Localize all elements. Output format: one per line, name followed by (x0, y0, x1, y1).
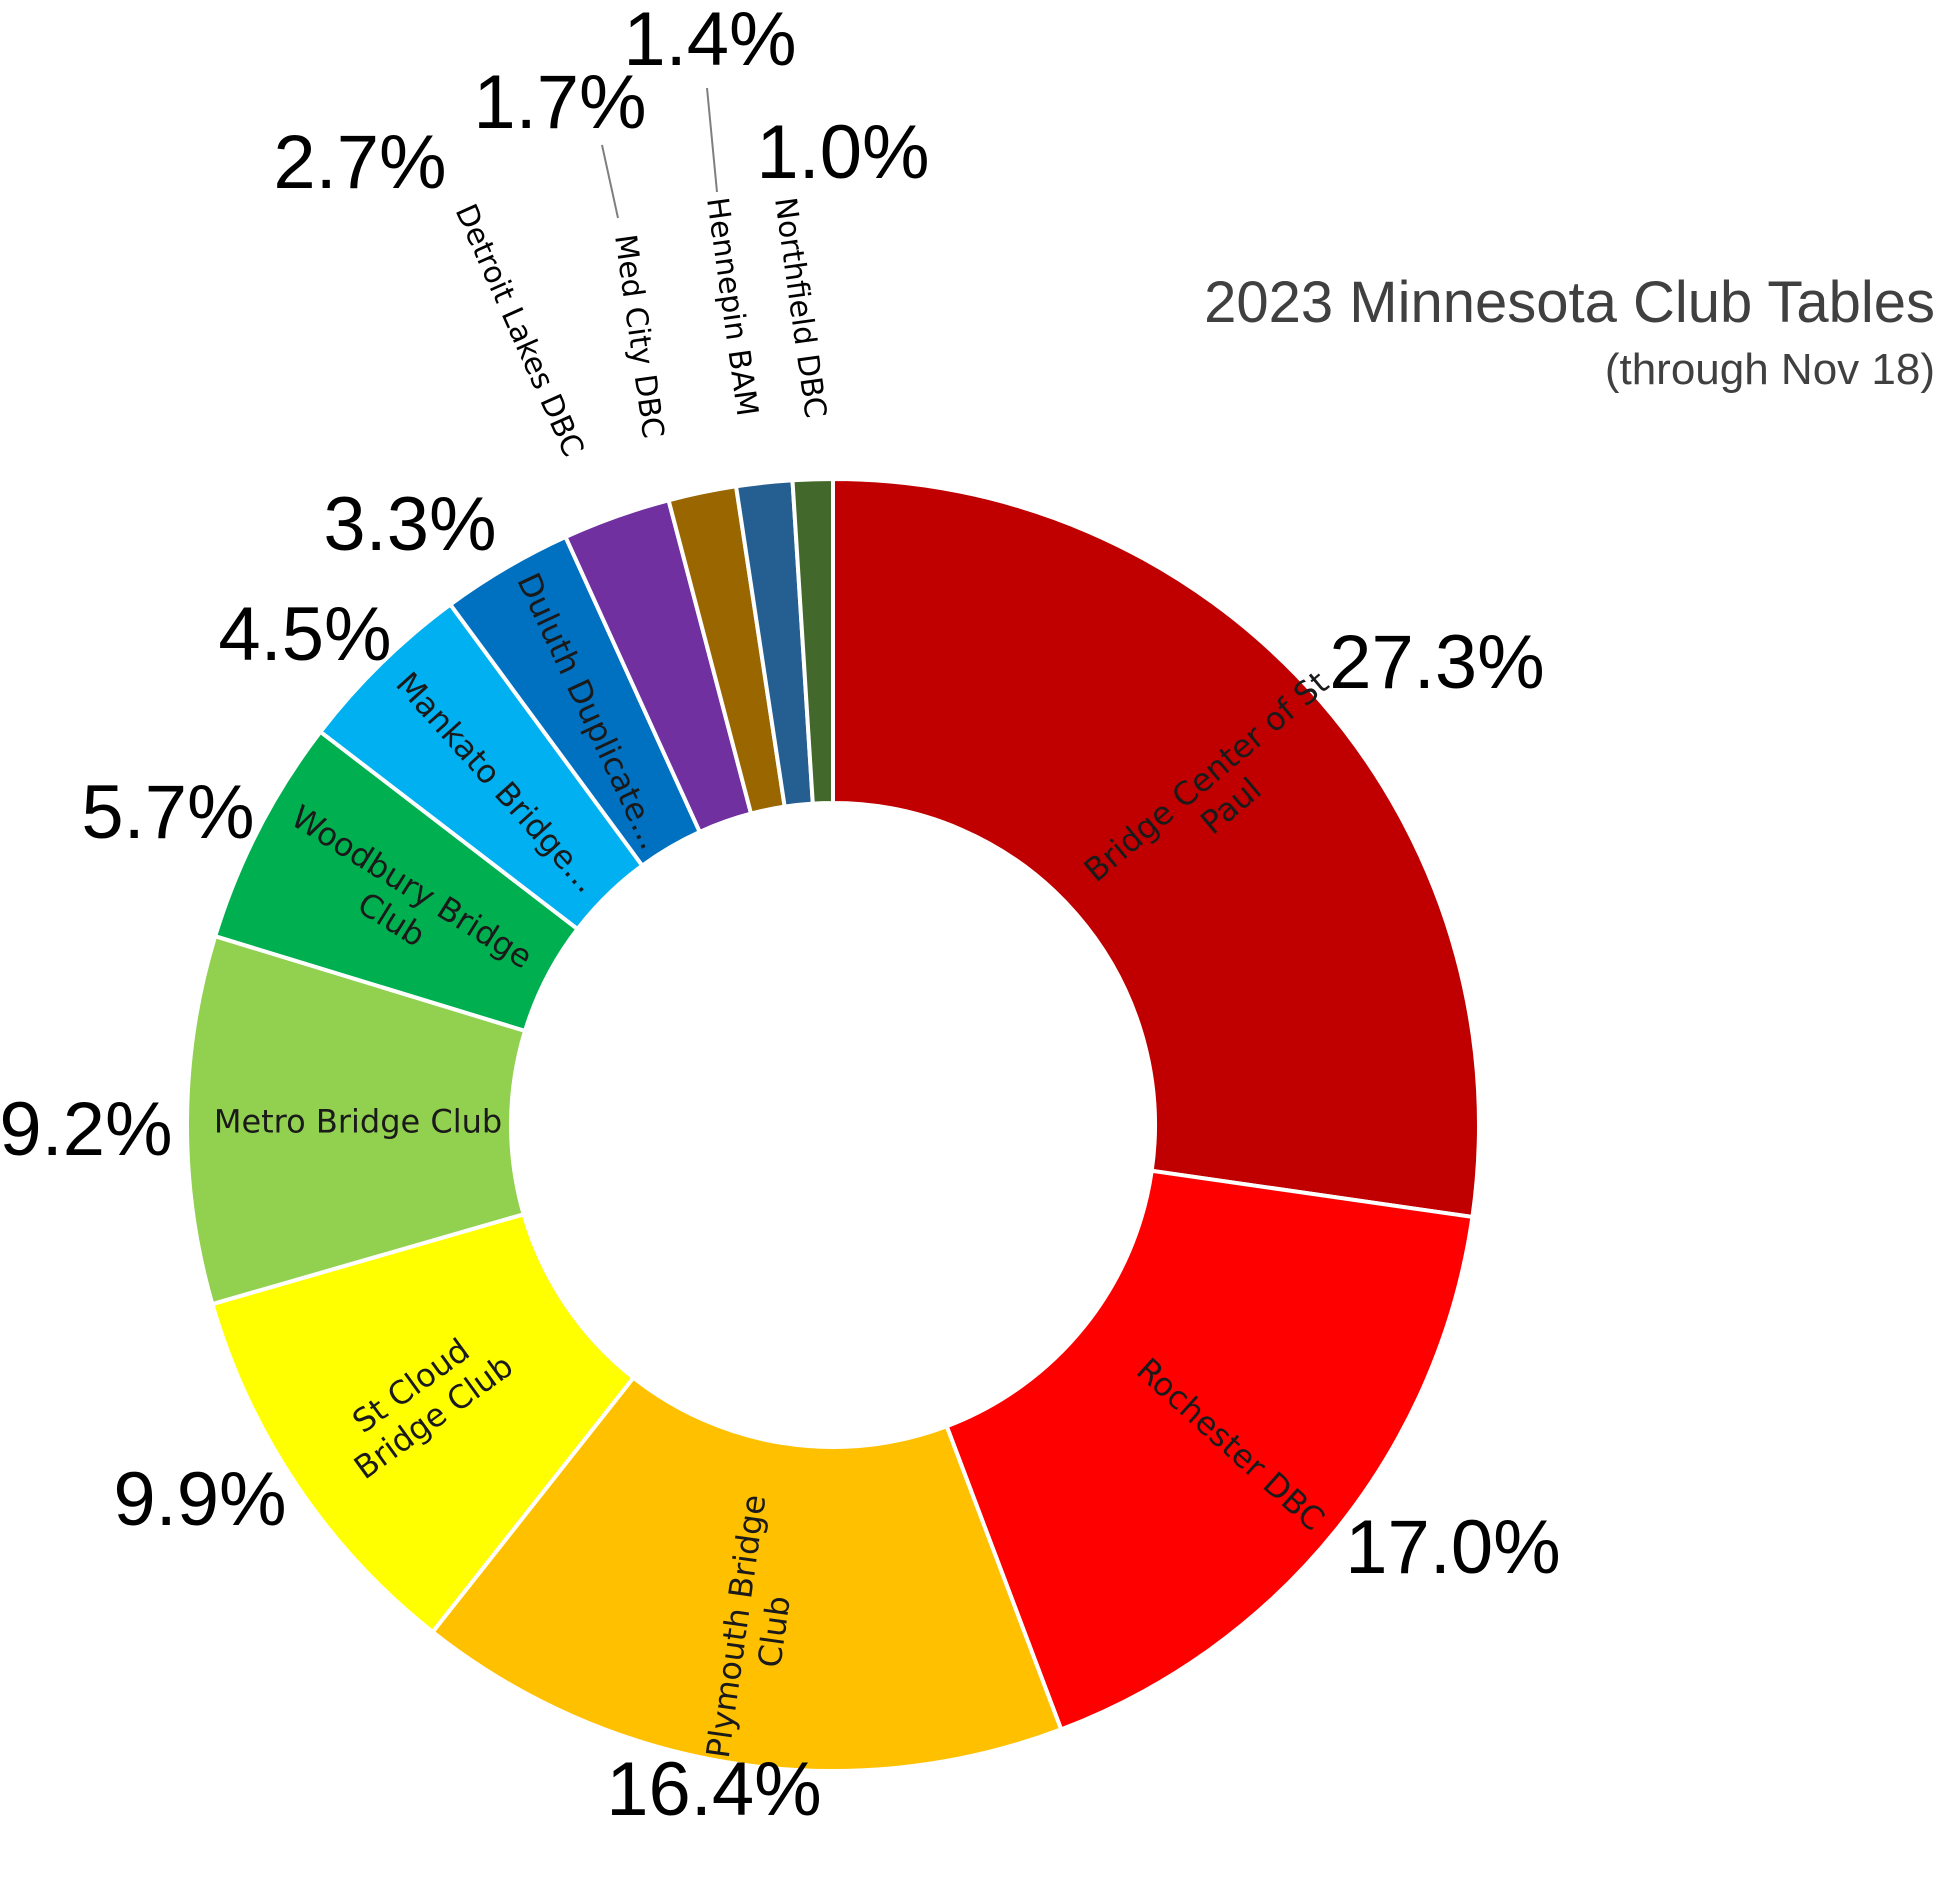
slices-group (185, 476, 1481, 1773)
value-label-hennepin-bam: 1.4% (623, 0, 796, 82)
category-label-hennepin-bam: Hennepin BAM (699, 195, 764, 418)
slice-bridge-center-of-st-paul (831, 476, 1481, 1220)
value-label-med-city-dbc: 1.7% (473, 60, 646, 145)
slice-rochester-dbc (944, 1168, 1475, 1732)
chart-title: 2023 Minnesota Club Tables (1204, 270, 1935, 335)
value-label-metro-bridge-club: 9.2% (0, 1087, 173, 1172)
slice-st-cloud-bridge-club (209, 1211, 637, 1635)
slice-metro-bridge-club (185, 933, 528, 1307)
leader-line-hennepin-bam (706, 87, 718, 193)
leader-line-med-city-dbc (601, 144, 619, 219)
slice-plymouth-bridge-club (429, 1374, 1064, 1773)
value-label-plymouth-bridge-club: 16.4% (606, 1747, 822, 1832)
value-label-woodbury-bridge-club: 5.7% (81, 770, 254, 855)
value-label-duluth-duplicate: 3.3% (323, 482, 496, 567)
value-label-mankato-bridge: 4.5% (218, 592, 391, 677)
value-label-northfield-dbc: 1.0% (756, 110, 929, 195)
chart-subtitle: (through Nov 18) (1605, 345, 1935, 394)
category-label-metro-bridge-club: Metro Bridge Club (214, 1102, 502, 1140)
value-label-rochester-dbc: 17.0% (1345, 1505, 1561, 1590)
value-label-bridge-center-of-st-paul: 27.3% (1329, 620, 1545, 705)
value-label-detroit-lakes-dbc: 2.7% (273, 120, 446, 205)
category-label-med-city-dbc: Med City DBC (607, 232, 670, 440)
slice-northfield-dbc (790, 476, 835, 806)
category-label-northfield-dbc: Northfield DBC (767, 195, 833, 420)
value-label-st-cloud-bridge-club: 9.9% (113, 1457, 286, 1542)
category-label-detroit-lakes-dbc: Detroit Lakes DBC (448, 199, 591, 462)
